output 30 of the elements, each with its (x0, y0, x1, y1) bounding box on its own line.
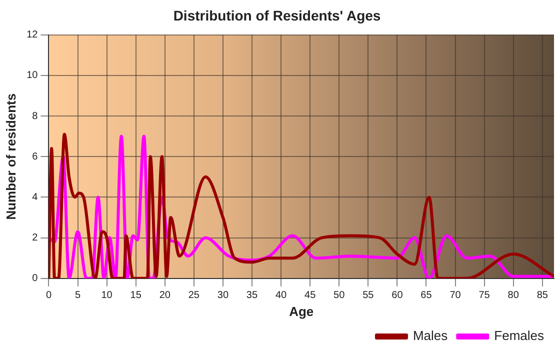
x-tick-label: 5 (74, 290, 81, 302)
x-tick-label: 70 (450, 290, 462, 302)
x-tick-label: 45 (304, 290, 316, 302)
chart-title: Distribution of Residents' Ages (173, 7, 381, 24)
x-tick-label: 50 (334, 290, 346, 302)
x-tick-label: 35 (246, 290, 258, 302)
y-tick-label: 12 (26, 30, 38, 41)
y-tick-label: 2 (32, 232, 38, 244)
x-axis-title: Age (289, 304, 314, 319)
x-tick-label: 25 (188, 290, 200, 302)
x-tick-label: 85 (536, 290, 548, 302)
y-tick-label: 10 (26, 70, 38, 82)
y-tick-label: 4 (32, 192, 38, 203)
y-axis-title: Number of residents (3, 93, 18, 220)
x-tick-label: 65 (420, 290, 432, 302)
y-tick-label: 6 (32, 151, 38, 162)
x-tick-label: 30 (217, 290, 229, 302)
y-tick-label: 8 (32, 110, 38, 122)
x-tick-label: 60 (392, 290, 404, 302)
x-tick-label: 40 (275, 290, 288, 302)
x-tick-label: 10 (101, 290, 113, 302)
x-tick-label: 80 (508, 290, 520, 302)
x-tick-label: 55 (362, 290, 374, 302)
x-tick-label: 20 (159, 290, 171, 302)
legend-label: Females (494, 328, 544, 344)
y-tick-label: 0 (32, 273, 38, 284)
x-tick-label: 75 (478, 290, 490, 302)
legend-label: Males (412, 328, 448, 344)
x-tick-label: 0 (46, 290, 52, 302)
x-tick-label: 15 (130, 290, 142, 302)
